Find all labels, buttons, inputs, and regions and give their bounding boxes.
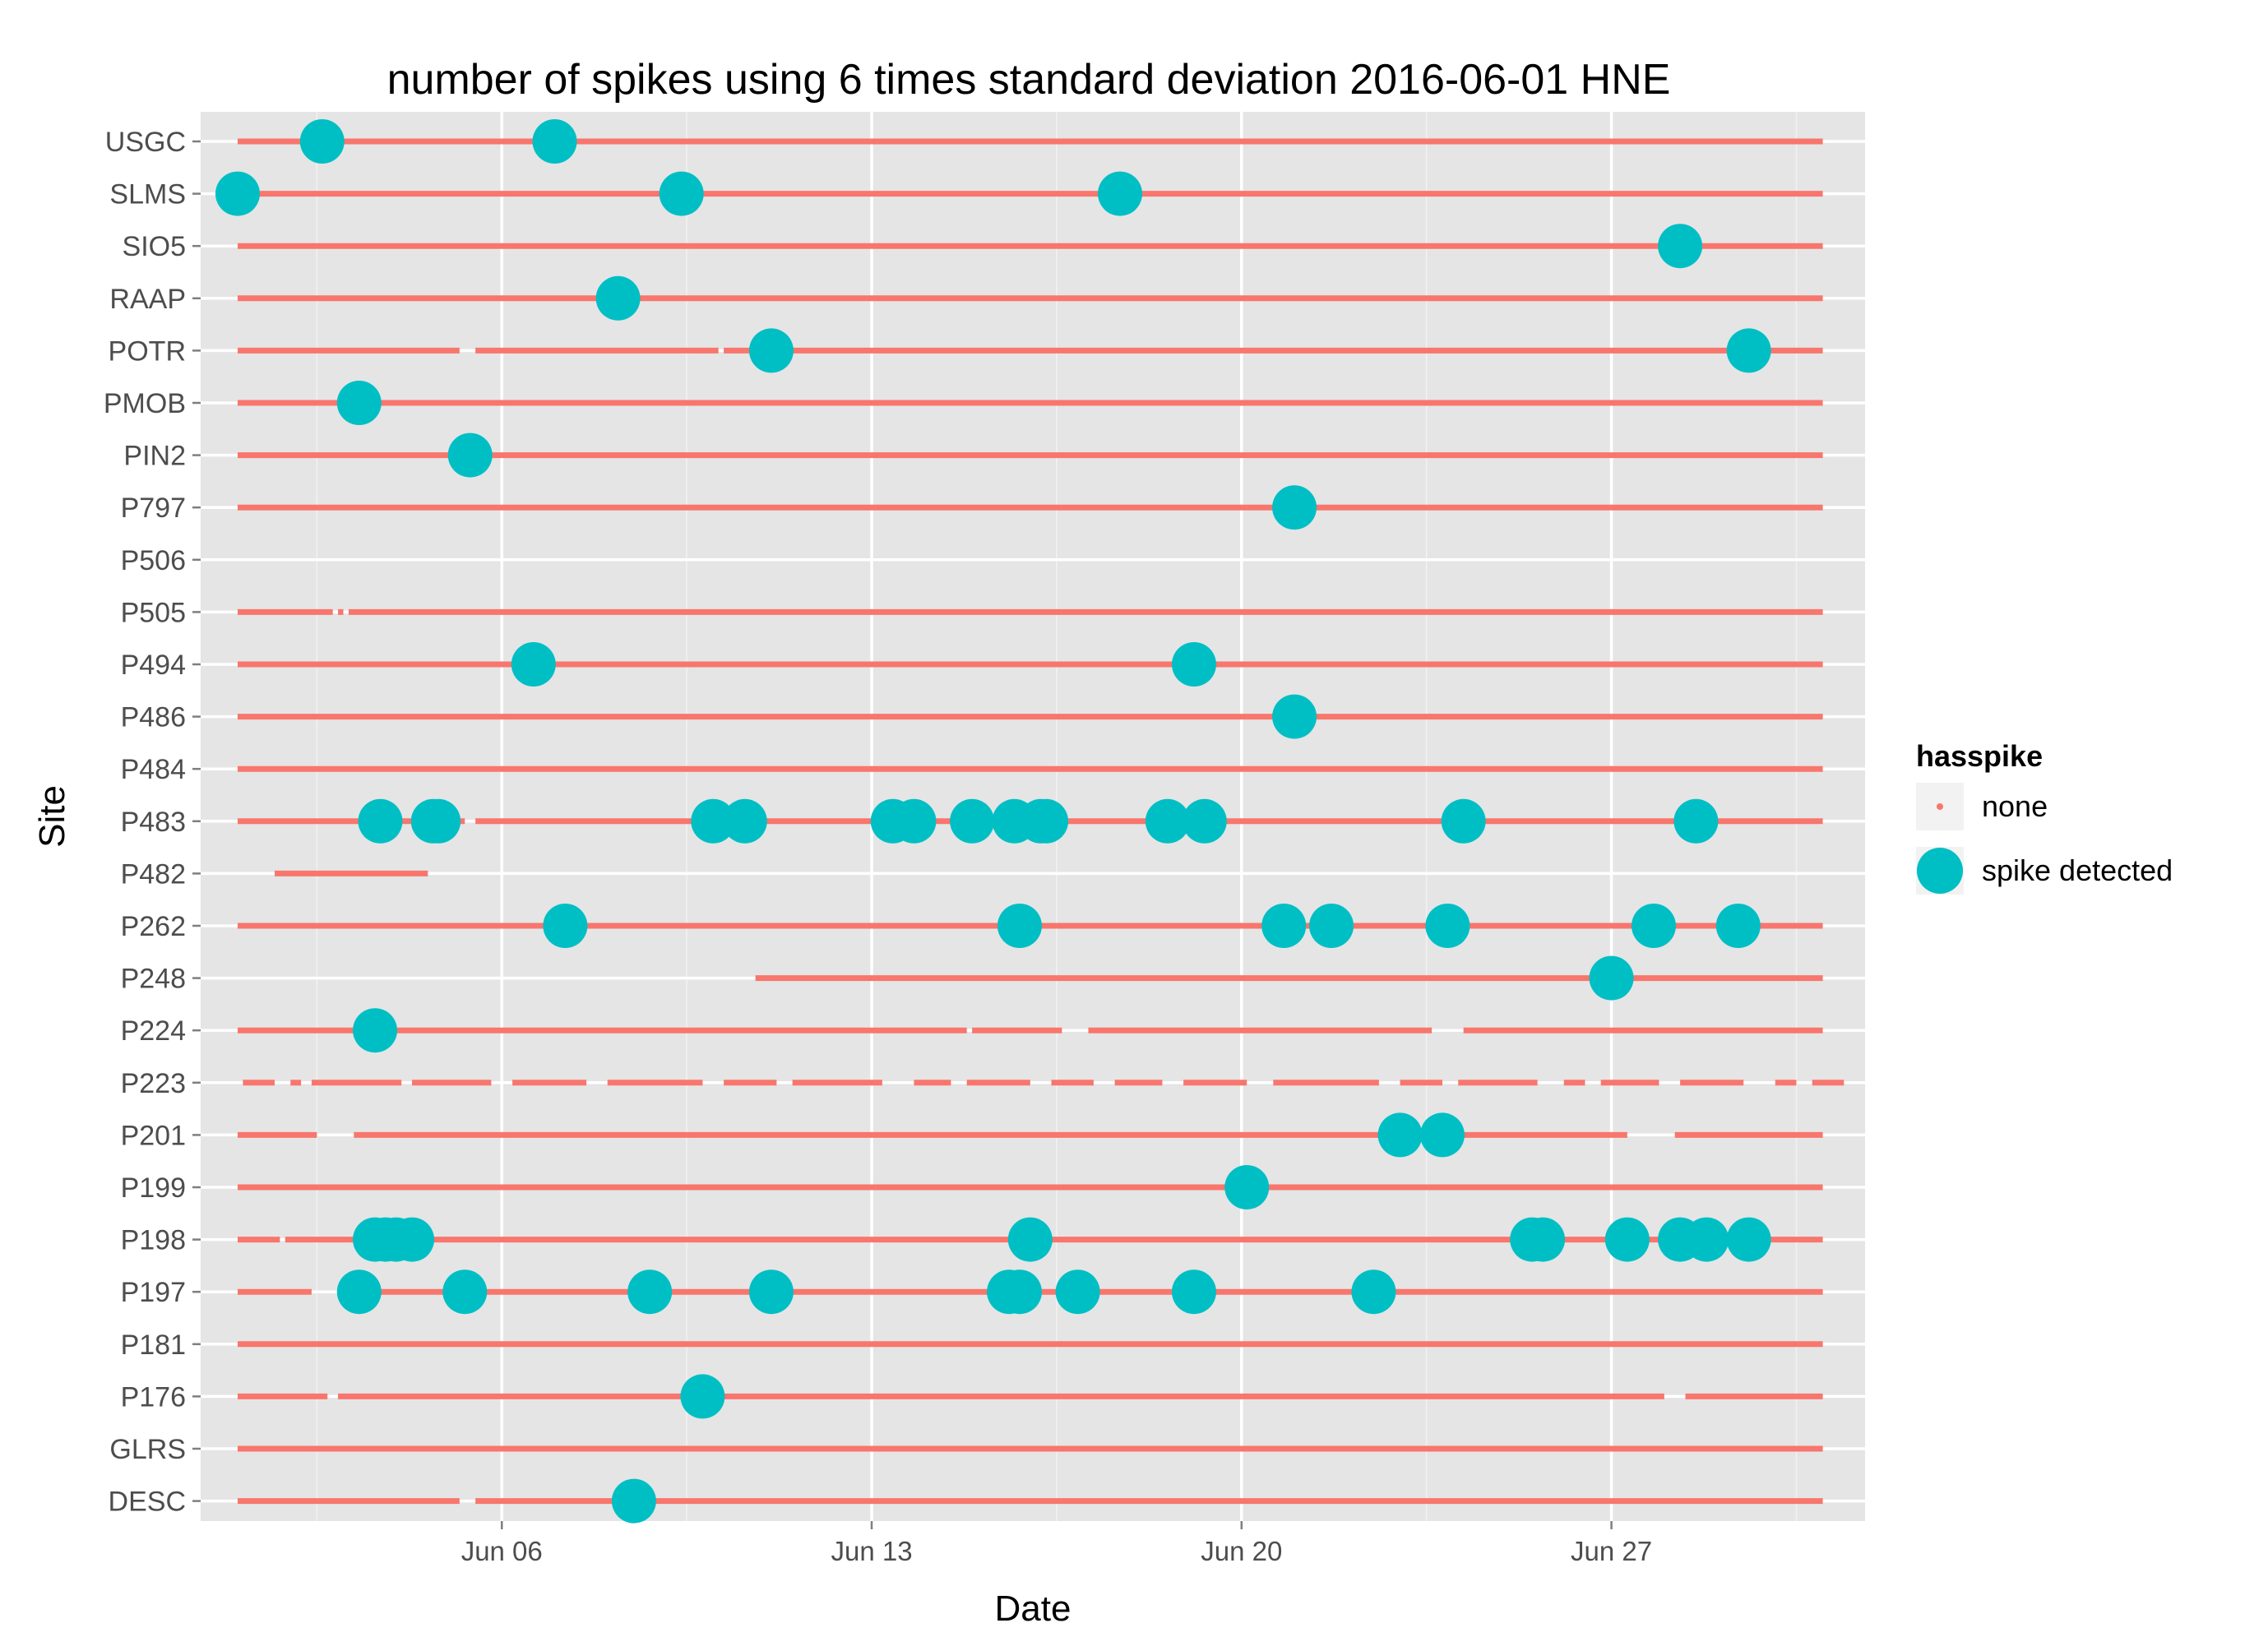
spike-point <box>1024 798 1069 844</box>
spike-point <box>1145 798 1190 844</box>
y-tick-label: P223 <box>121 1068 186 1099</box>
spike-point <box>1726 1217 1771 1262</box>
y-tick-label: SLMS <box>109 179 186 210</box>
x-tick-label: Jun 13 <box>831 1536 912 1566</box>
spike-point <box>447 432 493 478</box>
spike-point <box>748 328 794 373</box>
y-tick-label: P248 <box>121 964 186 995</box>
spike-point <box>215 171 260 216</box>
y-tick-label: P198 <box>121 1225 186 1256</box>
y-tick-label: DESC <box>109 1487 186 1518</box>
spike-point <box>1673 798 1719 844</box>
spike-point <box>1272 694 1317 739</box>
spike-point <box>336 1269 382 1315</box>
spike-point <box>1589 955 1634 1001</box>
spike-point <box>1520 1217 1566 1262</box>
spike-point <box>1419 1112 1465 1158</box>
y-tick-label: P201 <box>121 1120 186 1151</box>
spike-point <box>1055 1269 1100 1315</box>
x-axis-title: Date <box>995 1588 1072 1629</box>
y-tick-label: P797 <box>121 492 186 524</box>
spike-point <box>390 1217 435 1262</box>
spike-point <box>1171 1269 1216 1315</box>
spike-point <box>416 798 461 844</box>
y-tick-label: P505 <box>121 597 186 628</box>
legend-label-none: none <box>1982 789 2048 823</box>
chart-title: number of spikes using 6 times standard … <box>387 56 1671 104</box>
spike-point <box>1604 1217 1650 1262</box>
spike-point <box>659 171 704 216</box>
x-tick-label: Jun 20 <box>1201 1536 1282 1566</box>
spike-point <box>1351 1269 1396 1315</box>
spike-point <box>1272 485 1317 530</box>
y-tick-label: PMOB <box>104 388 186 419</box>
spike-point <box>1007 1217 1053 1262</box>
spike-point <box>627 1269 673 1315</box>
spike-point <box>891 798 937 844</box>
y-tick-label: P506 <box>121 545 186 576</box>
y-tick-label: P224 <box>121 1015 186 1047</box>
spike-point <box>1261 904 1307 948</box>
y-axis: USGC SLMS SIO5 RAAP POTR PMOB PIN2 P797 P506 P505… <box>104 127 201 1518</box>
y-tick-label: PIN2 <box>123 441 186 472</box>
x-tick-label: Jun 06 <box>461 1536 543 1566</box>
spike-point <box>997 1269 1042 1315</box>
spike-point <box>442 1269 488 1315</box>
spike-series-points <box>215 119 1771 1524</box>
spike-point <box>691 798 736 844</box>
y-tick-label: P483 <box>121 807 186 838</box>
legend-symbol-none <box>1937 803 1943 810</box>
y-tick-label: P484 <box>121 754 186 785</box>
spike-point <box>748 1269 794 1315</box>
spike-point <box>1098 171 1143 216</box>
spike-point <box>950 798 995 844</box>
spike-point <box>680 1374 725 1419</box>
x-axis: Jun 06 Jun 13 Jun 20 Jun 27 <box>461 1521 1652 1566</box>
spike-point <box>997 904 1042 948</box>
y-tick-label: P197 <box>121 1277 186 1308</box>
y-tick-label: P262 <box>121 911 186 942</box>
legend-symbol-spike <box>1917 848 1963 894</box>
spike-point <box>1425 904 1470 948</box>
y-tick-label: SIO5 <box>123 231 186 262</box>
spike-point <box>1684 1217 1729 1262</box>
legend-label-spike: spike detected <box>1982 853 2173 887</box>
y-tick-label: P482 <box>121 858 186 890</box>
y-axis-title: Site <box>32 785 72 848</box>
spike-point <box>358 798 403 844</box>
y-tick-label: GLRS <box>109 1434 186 1465</box>
spike-point <box>511 642 556 687</box>
y-tick-label: P181 <box>121 1329 186 1361</box>
spike-point <box>1658 224 1703 269</box>
spike-point <box>611 1478 656 1524</box>
spike-point <box>722 798 767 844</box>
spike-point <box>1726 328 1771 373</box>
spike-point <box>1715 904 1761 948</box>
spike-point <box>336 381 382 425</box>
none-series-lines <box>237 138 1844 1505</box>
y-tick-label: P176 <box>121 1381 186 1413</box>
spike-point <box>1377 1112 1423 1158</box>
spike-point <box>1182 798 1227 844</box>
y-tick-label: P486 <box>121 702 186 733</box>
spike-point <box>1224 1165 1270 1209</box>
y-tick-label: P199 <box>121 1172 186 1204</box>
spike-point <box>1309 904 1354 948</box>
y-tick-label: RAAP <box>109 284 186 315</box>
spike-point <box>1631 904 1676 948</box>
spike-point <box>1441 798 1486 844</box>
y-tick-label: USGC <box>105 127 186 158</box>
spike-point <box>353 1008 398 1053</box>
y-tick-label: P494 <box>121 650 186 681</box>
legend: hasspike none spike detected <box>1916 739 2173 895</box>
legend-title: hasspike <box>1916 739 2043 773</box>
spike-point <box>543 904 588 948</box>
spike-point <box>532 119 577 164</box>
y-tick-label: POTR <box>109 335 186 367</box>
spike-point <box>1171 642 1216 687</box>
spike-point <box>299 119 345 164</box>
spike-point <box>595 275 641 321</box>
x-tick-label: Jun 27 <box>1571 1536 1652 1566</box>
